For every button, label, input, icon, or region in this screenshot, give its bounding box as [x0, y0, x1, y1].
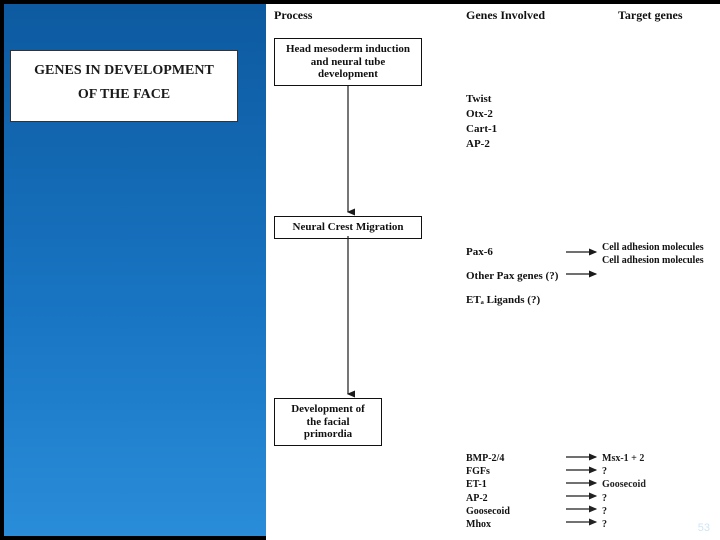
title-box: GENES IN DEVELOPMENT OF THE FACE	[10, 50, 238, 122]
slide-background: GENES IN DEVELOPMENT OF THE FACE Process…	[0, 0, 720, 540]
page-number: 53	[698, 522, 710, 534]
diagram-panel: Process Genes Involved Target genes Head…	[266, 4, 720, 540]
arrows-svg	[266, 4, 720, 540]
title-line-2: OF THE FACE	[19, 83, 229, 107]
title-line-1: GENES IN DEVELOPMENT	[19, 59, 229, 83]
